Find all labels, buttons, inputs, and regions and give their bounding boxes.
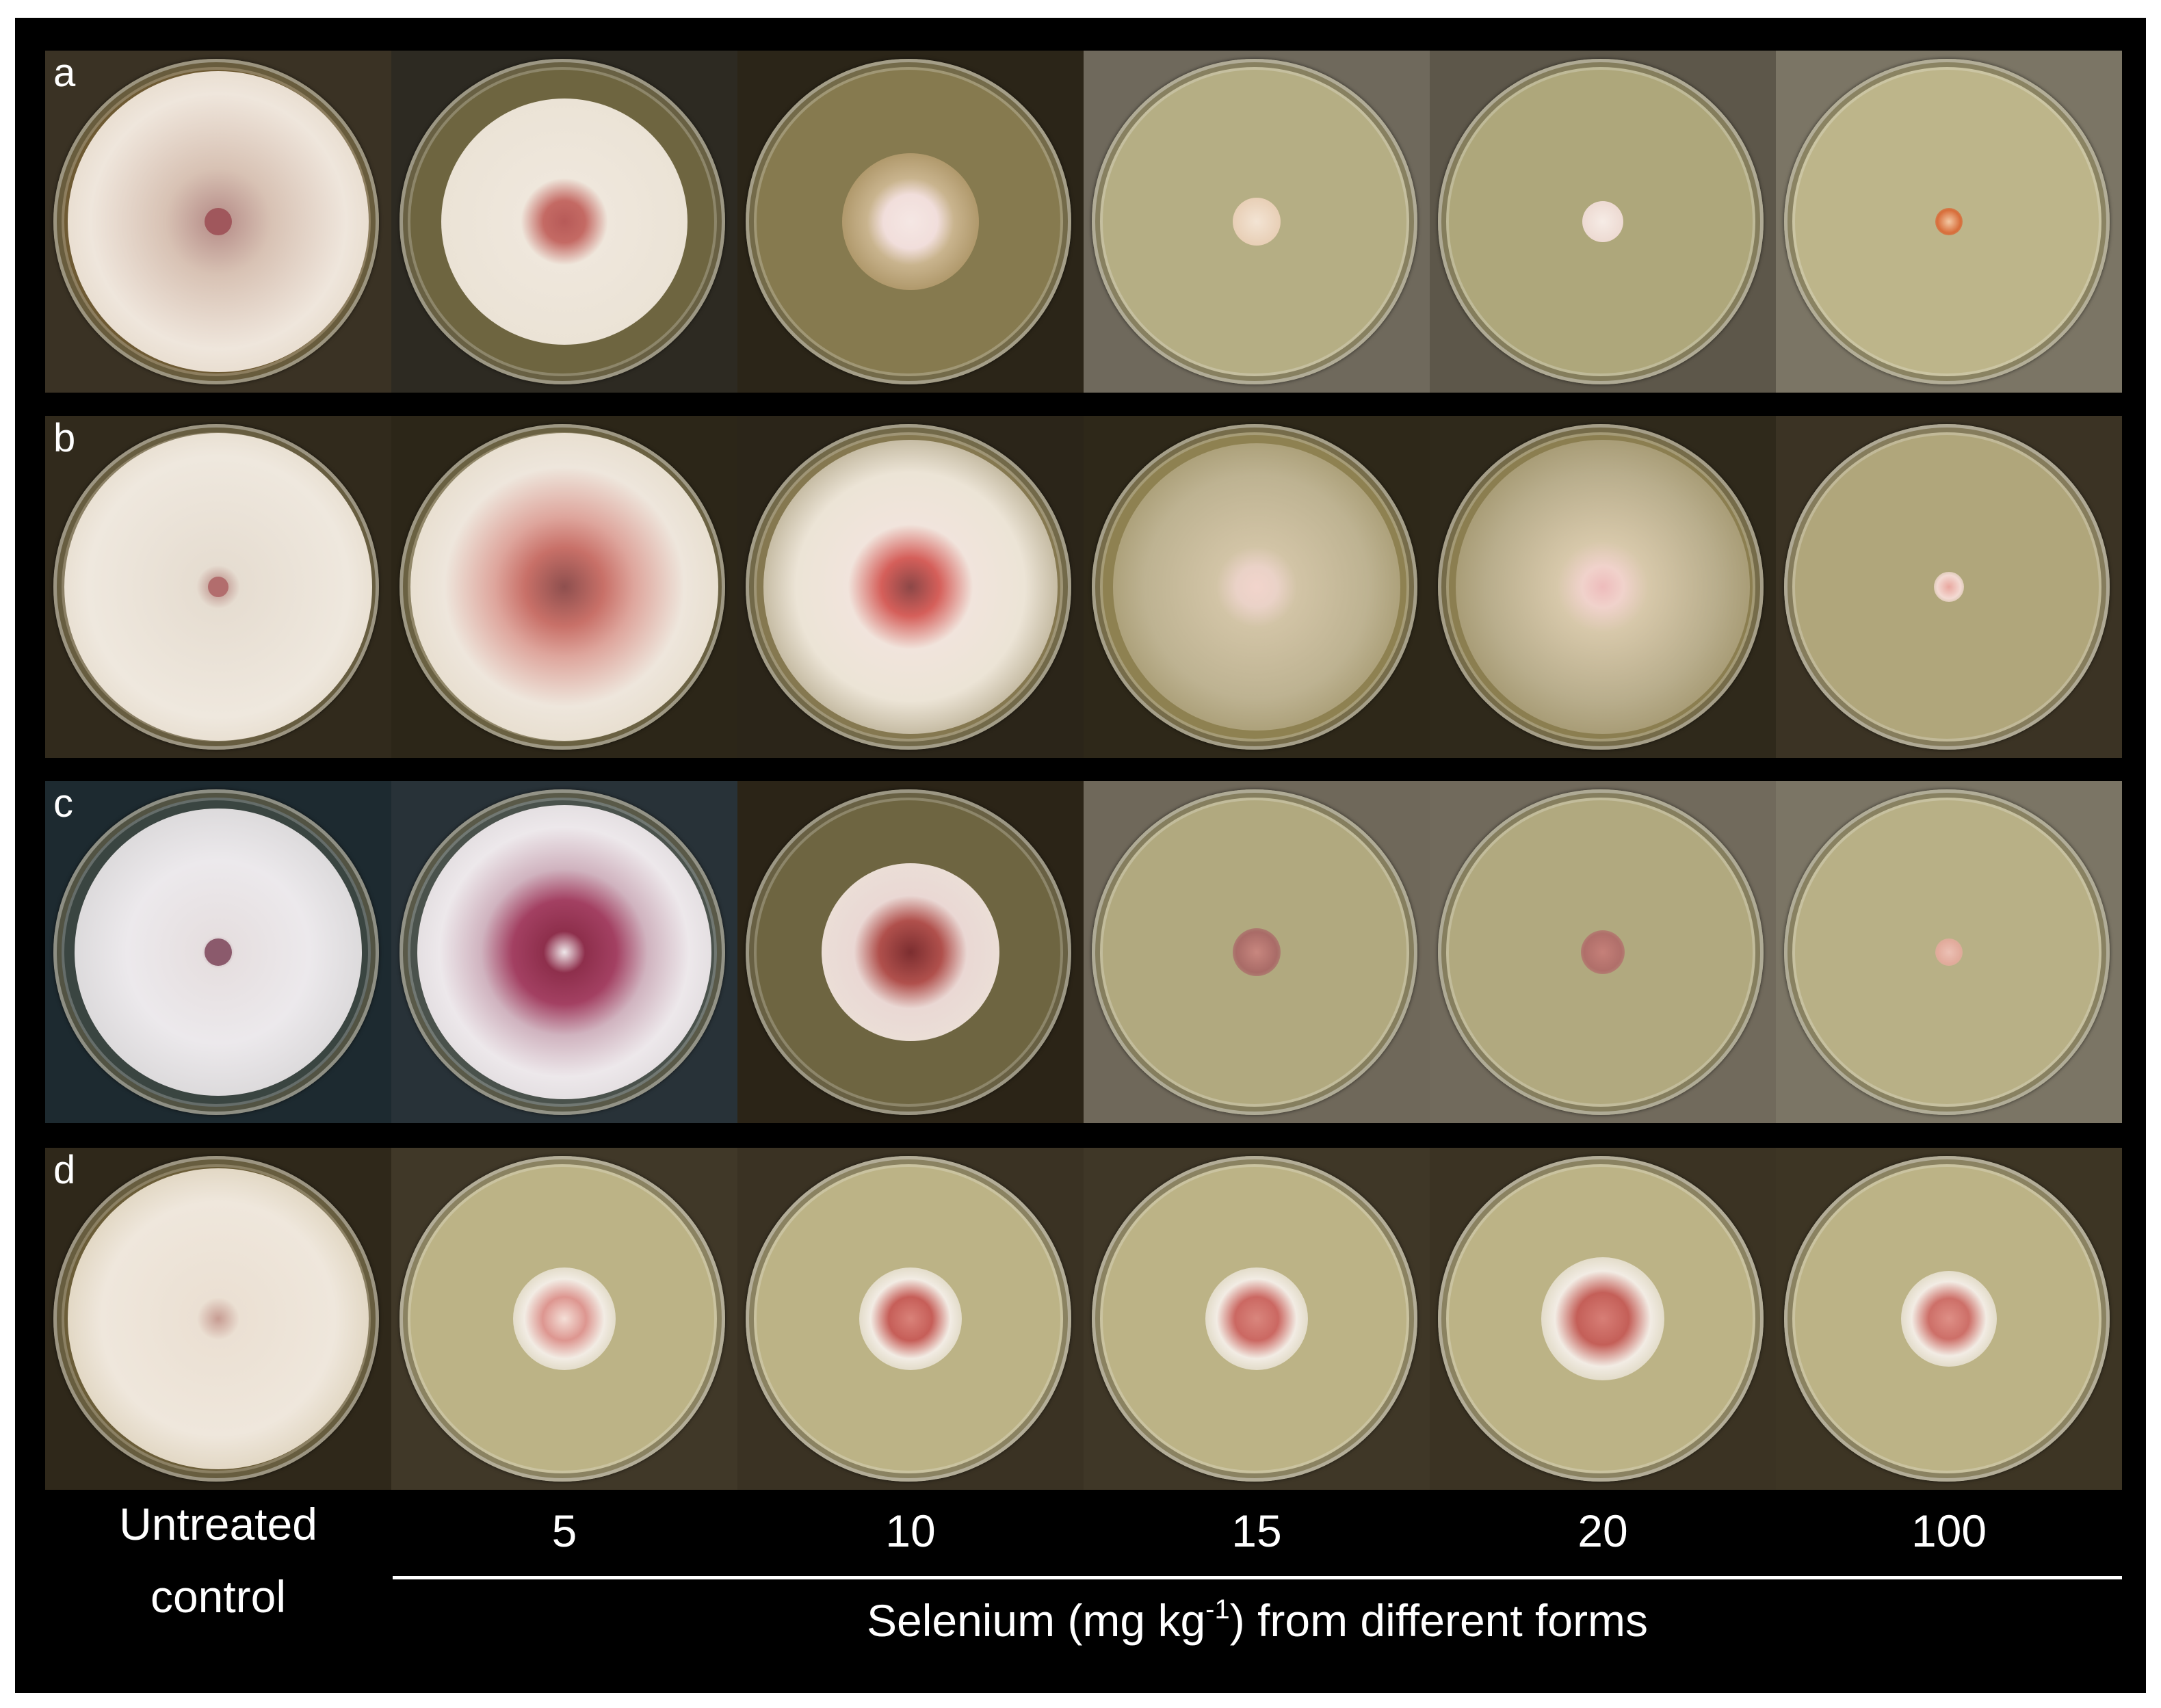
axis-title: Selenium (mg kg-1) from different forms	[393, 1594, 2122, 1646]
row-label-b: b	[53, 416, 76, 460]
plate-c-15	[1084, 781, 1430, 1123]
plate-b-100	[1776, 416, 2122, 758]
row-a: a	[45, 51, 2122, 393]
caption-dose-5: 5	[551, 1506, 577, 1556]
caption-dose-10: 10	[885, 1506, 936, 1556]
plate-d-20	[1430, 1148, 1776, 1490]
plate-c-100	[1776, 781, 2122, 1123]
plate-a-15	[1084, 51, 1430, 393]
row-label-a: a	[53, 51, 76, 95]
plate-c-5	[391, 781, 737, 1123]
plate-b-5	[391, 416, 737, 758]
plate-a-100	[1776, 51, 2122, 393]
plate-c-control	[45, 781, 391, 1123]
plate-d-15	[1084, 1148, 1430, 1490]
figure-panel: a b	[15, 18, 2146, 1693]
caption-dose-15: 15	[1231, 1506, 1282, 1556]
axis-title-pre: Selenium (mg kg	[866, 1595, 1206, 1646]
plate-d-10	[737, 1148, 1084, 1490]
row-c: c	[45, 781, 2122, 1123]
axis-title-sup: -1	[1205, 1594, 1230, 1625]
plate-a-5	[391, 51, 737, 393]
caption-untreated-control: Untreated control	[119, 1499, 317, 1622]
row-d: d	[45, 1148, 2122, 1490]
axis-rule	[393, 1576, 2122, 1579]
plate-b-15	[1084, 416, 1430, 758]
plate-a-control	[45, 51, 391, 393]
plate-c-10	[737, 781, 1084, 1123]
caption-dose-100: 100	[1911, 1506, 1987, 1556]
plate-d-100	[1776, 1148, 2122, 1490]
plate-d-5	[391, 1148, 737, 1490]
plate-d-control	[45, 1148, 391, 1490]
plate-a-10	[737, 51, 1084, 393]
row-b: b	[45, 416, 2122, 758]
axis-title-post: ) from different forms	[1229, 1595, 1649, 1646]
column-captions: Untreated control 5 10 15 20 100	[15, 1495, 2146, 1622]
plate-c-20	[1430, 781, 1776, 1123]
row-label-d: d	[53, 1148, 76, 1192]
row-label-c: c	[53, 781, 73, 826]
plate-b-10	[737, 416, 1084, 758]
plate-b-20	[1430, 416, 1776, 758]
caption-dose-20: 20	[1577, 1506, 1628, 1556]
plate-b-control	[45, 416, 391, 758]
plate-a-20	[1430, 51, 1776, 393]
